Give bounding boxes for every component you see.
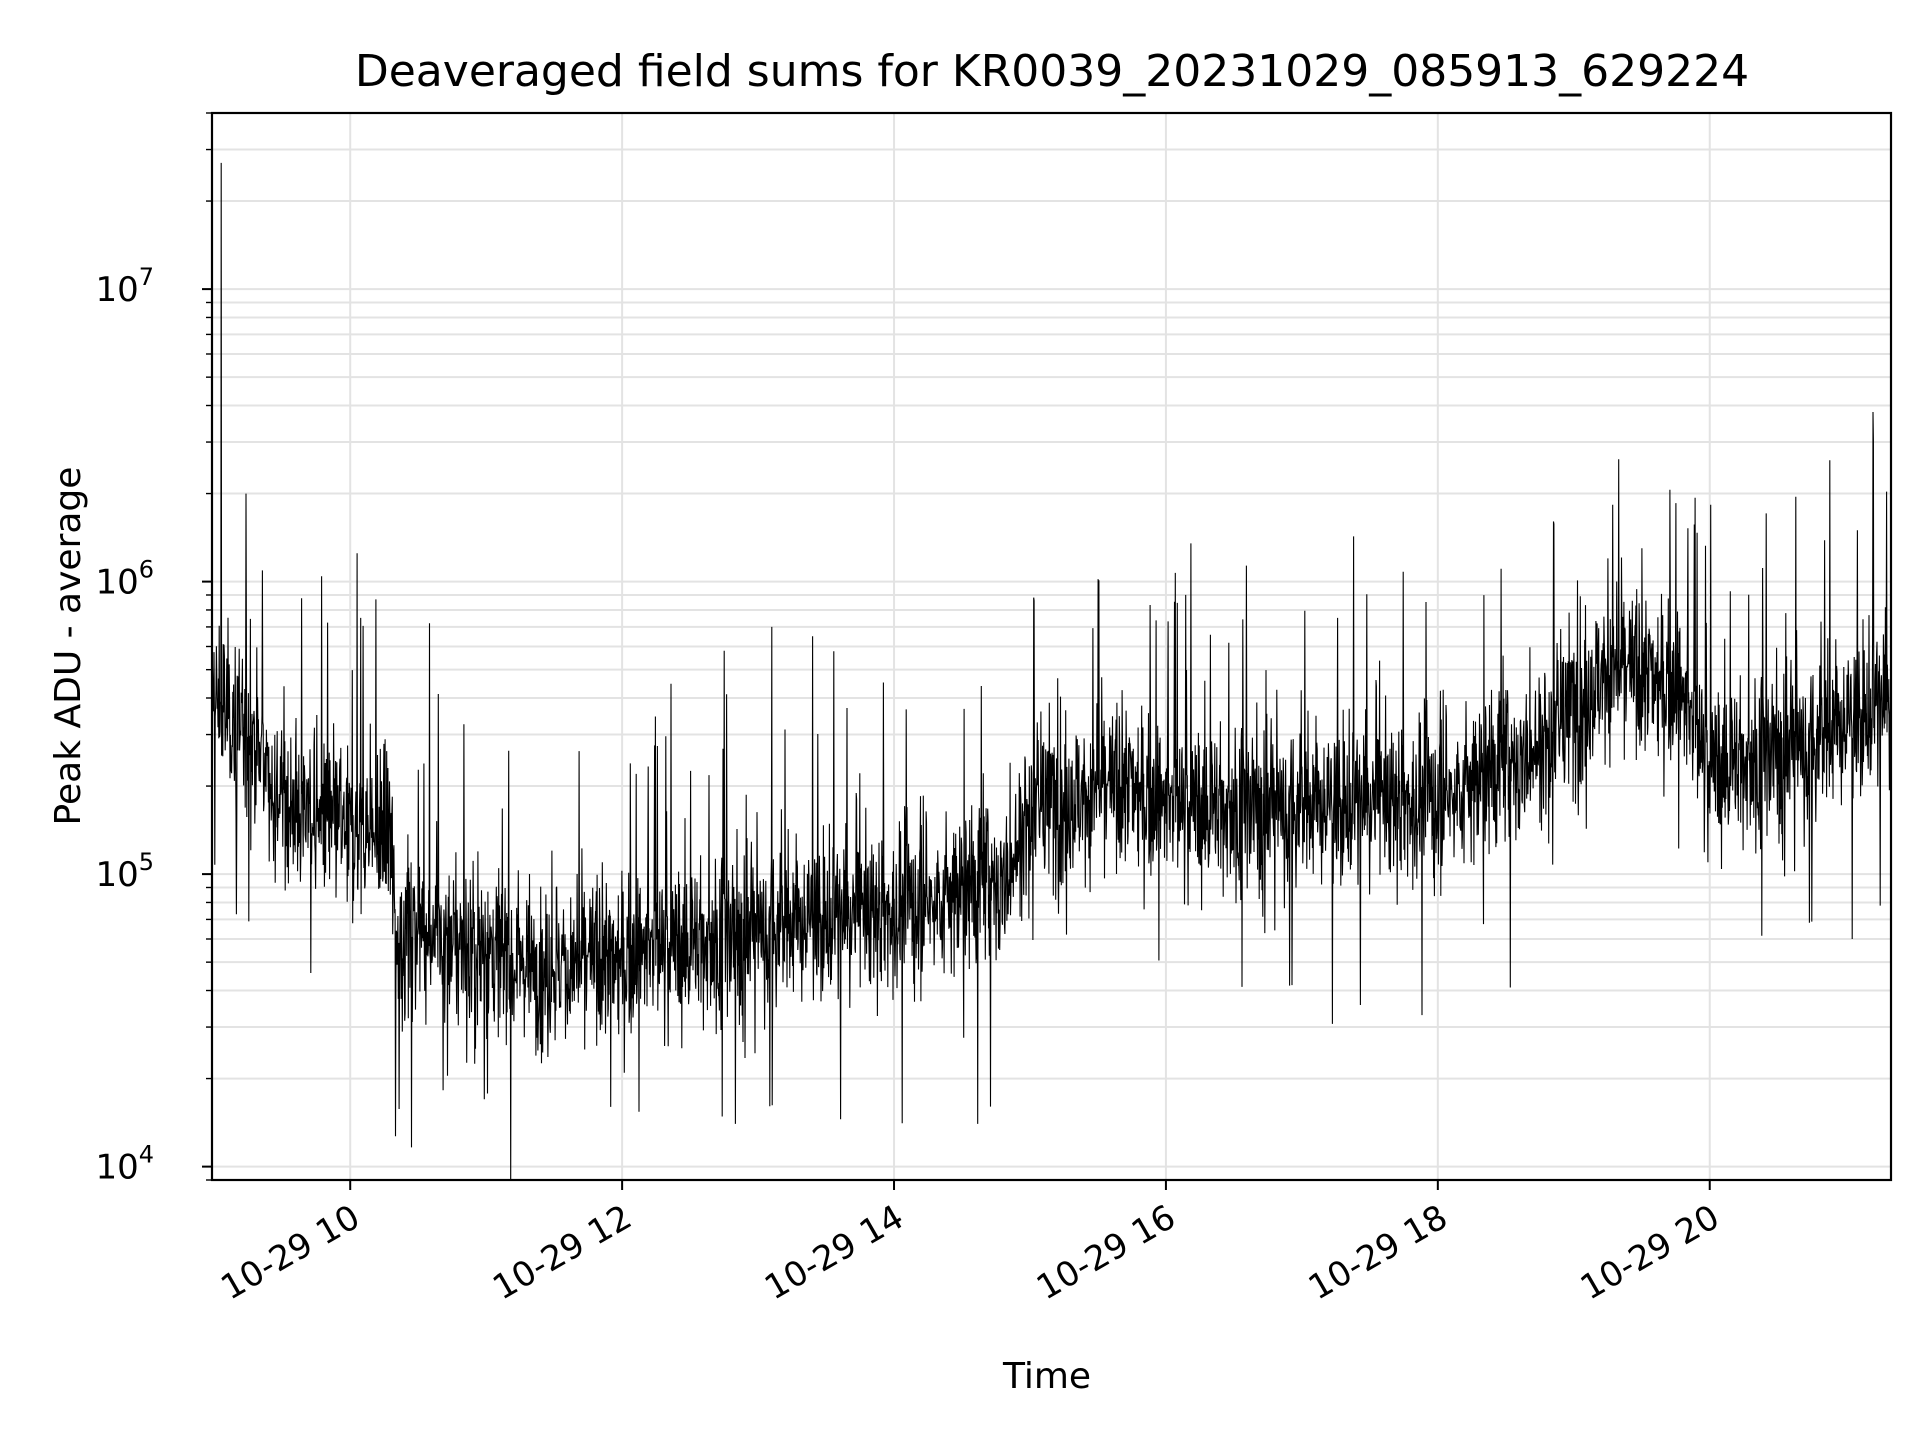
y-tick-label: 104: [95, 1141, 154, 1188]
y-axis-label: Peak ADU - average: [48, 467, 89, 826]
x-axis-label: Time: [1002, 1356, 1091, 1397]
y-tick-label-exponent: 7: [139, 263, 154, 291]
y-tick-label-base: 10: [95, 563, 138, 603]
y-tick-label-exponent: 6: [139, 556, 154, 584]
y-tick-label-base: 10: [95, 270, 138, 310]
y-tick-label-base: 10: [95, 855, 138, 895]
y-tick-label-exponent: 5: [139, 848, 154, 876]
y-tick-label: 107: [95, 263, 154, 310]
y-tick-label: 105: [95, 848, 154, 895]
y-tick-label: 106: [95, 556, 154, 603]
series-line: [212, 162, 1891, 1180]
y-tick-label-base: 10: [95, 1148, 138, 1188]
series-layer: [212, 162, 1891, 1180]
y-tick-label-exponent: 4: [139, 1141, 154, 1169]
chart-title: Deaveraged field sums for KR0039_2023102…: [355, 46, 1749, 97]
